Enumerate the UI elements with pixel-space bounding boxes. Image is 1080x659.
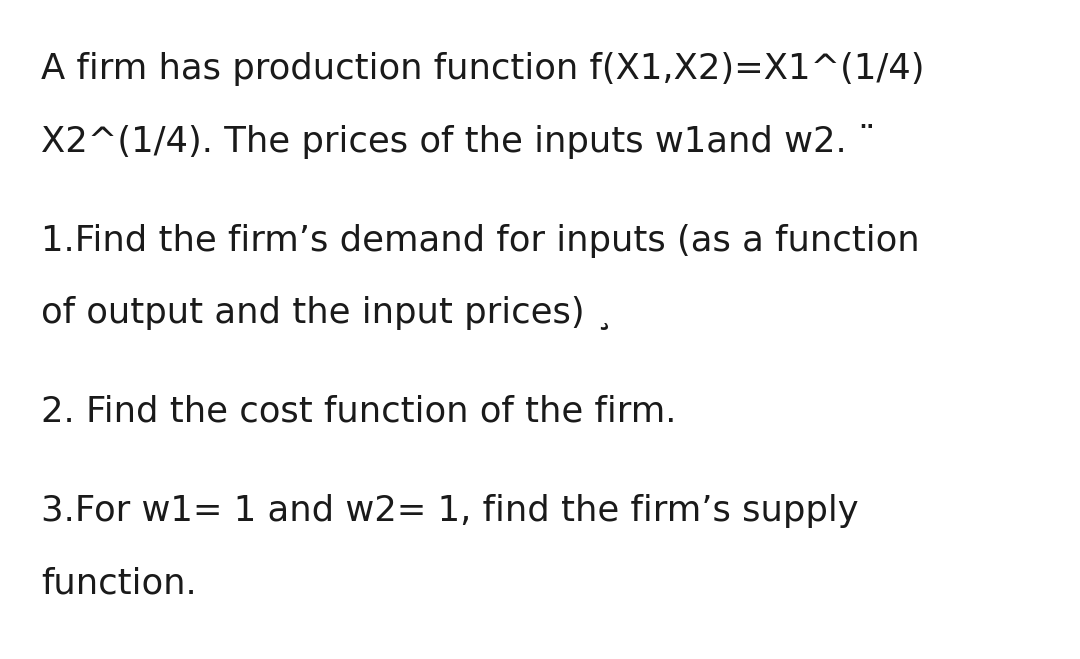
Text: A firm has production function f(X1,X2)=X1^(1/4): A firm has production function f(X1,X2)=…	[41, 52, 924, 86]
Text: of output and the input prices) ¸: of output and the input prices) ¸	[41, 296, 613, 330]
Text: 1.Find the firm’s demand for inputs (as a function: 1.Find the firm’s demand for inputs (as …	[41, 223, 920, 258]
Text: function.: function.	[41, 566, 197, 600]
Text: 2. Find the cost function of the firm.: 2. Find the cost function of the firm.	[41, 395, 676, 429]
Text: X2^(1/4). The prices of the inputs w1and w2. ¨: X2^(1/4). The prices of the inputs w1and…	[41, 124, 876, 159]
Text: 3.For w1= 1 and w2= 1, find the firm’s supply: 3.For w1= 1 and w2= 1, find the firm’s s…	[41, 494, 859, 528]
